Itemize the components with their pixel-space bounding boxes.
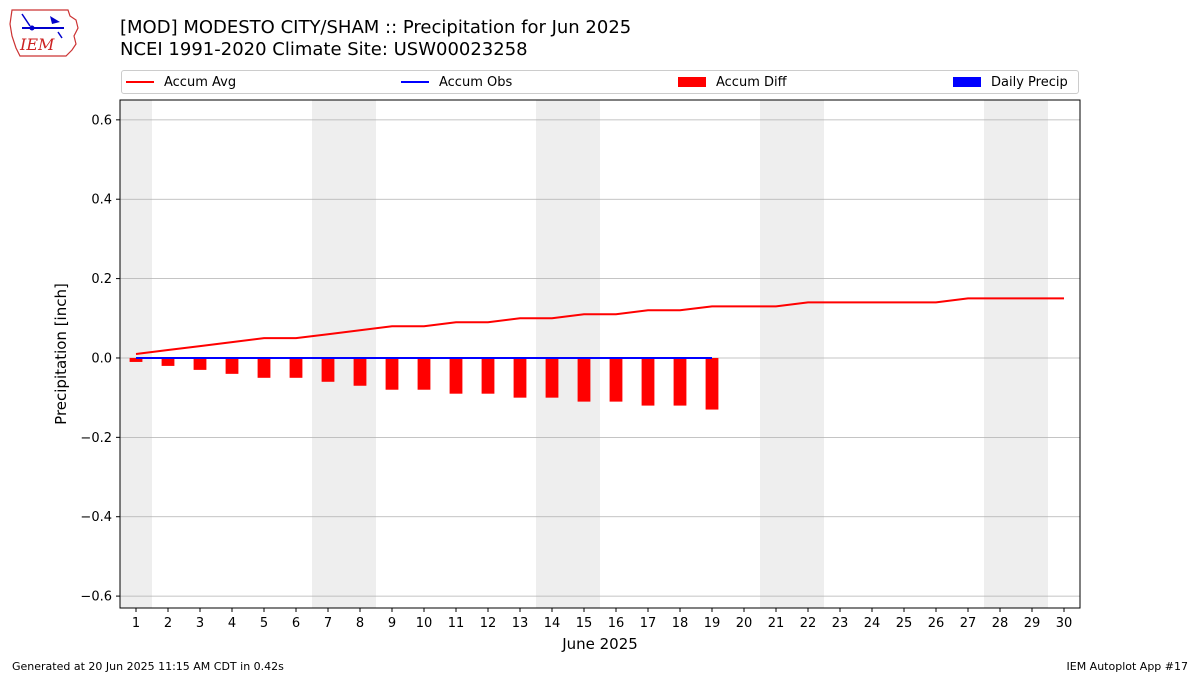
x-tick-label: 20	[736, 616, 753, 631]
legend-label-accum-obs: Accum Obs	[439, 74, 513, 90]
legend: Accum Avg Accum Obs Accum Diff Daily Pre…	[121, 70, 1079, 94]
weekend-band	[760, 100, 792, 608]
y-tick-label: 0.6	[91, 113, 112, 128]
y-tick-label: −0.4	[80, 510, 112, 525]
x-tick-label: 30	[1056, 616, 1073, 631]
accum-diff-bar	[385, 357, 399, 390]
accum-diff-bar	[257, 357, 271, 378]
weekend-band	[568, 100, 600, 608]
weekend-band	[536, 100, 568, 608]
weekend-band	[312, 100, 344, 608]
x-tick-label: 11	[448, 616, 465, 631]
x-tick-label: 3	[196, 616, 204, 631]
app-credit: IEM Autoplot App #17	[1066, 660, 1189, 673]
y-tick-label: 0.4	[91, 193, 112, 208]
x-axis-label: June 2025	[561, 635, 638, 653]
y-axis-label: Precipitation [inch]	[52, 283, 70, 425]
legend-item-accum-diff: Accum Diff	[678, 71, 787, 93]
chart-subtitle: NCEI 1991-2020 Climate Site: USW00023258	[120, 39, 528, 60]
x-tick-label: 8	[356, 616, 364, 631]
legend-item-daily-precip: Daily Precip	[953, 71, 1068, 93]
weekend-band	[792, 100, 824, 608]
x-tick-label: 23	[832, 616, 849, 631]
chart-title: [MOD] MODESTO CITY/SHAM :: Precipitation…	[120, 17, 632, 38]
accum-diff-bar	[705, 357, 719, 410]
accum-avg-line	[135, 297, 1064, 355]
accum-diff-bar	[449, 357, 463, 394]
series-lines	[135, 297, 1064, 359]
generated-timestamp: Generated at 20 Jun 2025 11:15 AM CDT in…	[12, 660, 284, 673]
x-tick-label: 25	[896, 616, 913, 631]
accum-diff-bar	[481, 357, 495, 394]
iem-logo: IEM	[8, 6, 80, 58]
x-axis-ticks: 1 2 3 4 5 6 7 8 9 10 11 12 13 14 15 16 17 18 19 20 21 22 23 24 2…	[132, 608, 1072, 631]
accum-diff-bar	[193, 357, 207, 370]
plot-frame	[119, 99, 1081, 609]
weekend-bands	[120, 100, 1048, 608]
x-tick-label: 6	[292, 616, 300, 631]
x-tick-label: 13	[512, 616, 529, 631]
accum-diff-bar	[321, 357, 335, 382]
legend-label-accum-diff: Accum Diff	[716, 74, 787, 90]
accum-diff-bar	[225, 357, 239, 374]
x-tick-label: 29	[1024, 616, 1041, 631]
accum-diff-bar	[577, 357, 591, 402]
legend-label-daily-precip: Daily Precip	[991, 74, 1068, 90]
x-tick-label: 16	[608, 616, 625, 631]
legend-item-accum-obs: Accum Obs	[401, 71, 512, 93]
x-tick-label: 18	[672, 616, 689, 631]
x-tick-label: 21	[768, 616, 785, 631]
x-tick-label: 10	[416, 616, 433, 631]
accum-diff-bar	[673, 357, 687, 406]
weekend-band	[344, 100, 376, 608]
x-tick-label: 5	[260, 616, 268, 631]
accum-diff-bar	[641, 357, 655, 406]
x-tick-label: 4	[228, 616, 236, 631]
y-tick-label: 0.2	[91, 272, 112, 287]
x-tick-label: 17	[640, 616, 657, 631]
accum-diff-bar	[545, 357, 559, 398]
x-tick-label: 9	[388, 616, 396, 631]
y-tick-label: −0.2	[80, 431, 112, 446]
accum-diff-bar	[161, 357, 175, 366]
x-tick-label: 26	[928, 616, 945, 631]
accum-diff-bar	[609, 357, 623, 402]
x-tick-label: 15	[576, 616, 593, 631]
legend-swatch-accum-diff	[678, 77, 706, 87]
y-axis-ticks: −0.6 −0.4 −0.2 0.0 0.2 0.4 0.6	[80, 113, 120, 605]
weekend-band	[984, 100, 1016, 608]
accum-diff-bar	[417, 357, 431, 390]
x-tick-label: 27	[960, 616, 977, 631]
legend-swatch-daily-precip	[953, 77, 981, 87]
x-tick-label: 19	[704, 616, 721, 631]
svg-text:IEM: IEM	[19, 35, 55, 54]
accum-diff-bar	[353, 357, 367, 386]
x-tick-label: 24	[864, 616, 881, 631]
x-tick-label: 14	[544, 616, 561, 631]
accum-diff-bar	[289, 357, 303, 378]
legend-swatch-accum-obs	[401, 81, 429, 83]
y-tick-label: −0.6	[80, 590, 112, 605]
weekend-band	[1016, 100, 1048, 608]
y-tick-label: 0.0	[91, 351, 112, 366]
x-tick-label: 28	[992, 616, 1009, 631]
accum-diff-bar	[513, 357, 527, 398]
x-tick-label: 7	[324, 616, 332, 631]
accum-diff-bars	[129, 357, 719, 410]
accum-diff-bar	[129, 357, 143, 362]
x-tick-label: 12	[480, 616, 497, 631]
legend-label-accum-avg: Accum Avg	[164, 74, 237, 90]
legend-item-accum-avg: Accum Avg	[126, 71, 236, 93]
x-tick-label: 2	[164, 616, 172, 631]
x-tick-label: 22	[800, 616, 817, 631]
legend-swatch-accum-avg	[126, 81, 154, 83]
x-tick-label: 1	[132, 616, 140, 631]
